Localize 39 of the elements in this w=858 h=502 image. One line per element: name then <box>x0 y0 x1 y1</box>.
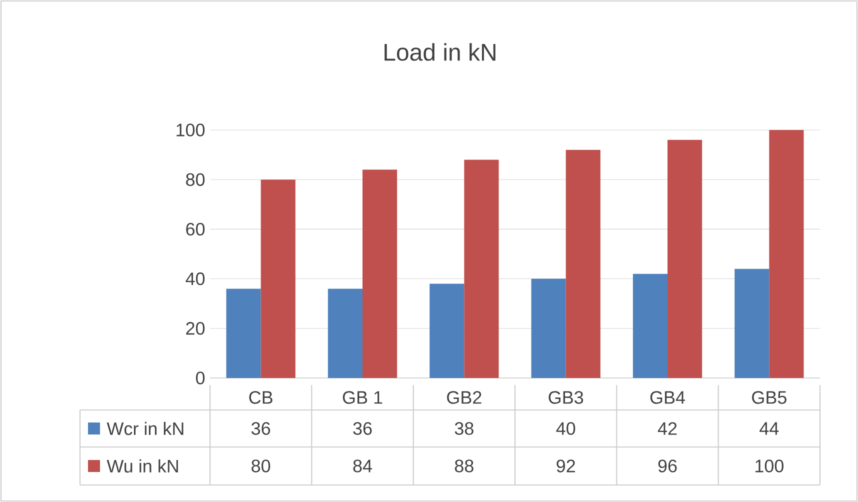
legend-label: Wcr in kN <box>106 422 184 436</box>
data-label: 88 <box>454 460 474 472</box>
bar <box>531 278 566 378</box>
data-label: 80 <box>252 460 270 472</box>
bar <box>362 170 398 378</box>
data-label: 40 <box>556 422 576 435</box>
data-label: 100 <box>756 460 784 472</box>
bar <box>566 150 600 378</box>
data-label: 96 <box>658 460 677 472</box>
bar <box>734 268 770 378</box>
bar <box>632 274 668 378</box>
data-label: 36 <box>252 422 270 435</box>
bar <box>226 288 261 378</box>
data-label: 84 <box>353 460 372 472</box>
y-tick-label: 80 <box>186 173 205 186</box>
bar <box>328 288 363 378</box>
x-tick-label: GB 1 <box>342 391 382 404</box>
data-label: 38 <box>454 422 474 435</box>
y-tick-label: 0 <box>196 372 205 384</box>
y-tick-label: 100 <box>176 124 205 136</box>
data-label: 42 <box>658 422 677 435</box>
data-label: 44 <box>760 422 779 435</box>
y-tick-label: 20 <box>186 322 205 335</box>
x-tick-label: CB <box>249 391 272 404</box>
bar <box>769 130 804 378</box>
bar <box>464 160 499 378</box>
legend-label: Wu in kN <box>106 459 178 473</box>
chart-title: Load in kN <box>384 43 496 61</box>
bar <box>667 140 702 378</box>
bar <box>260 180 296 378</box>
y-tick-label: 40 <box>186 272 205 286</box>
data-label: 36 <box>353 422 372 435</box>
y-tick-label: 60 <box>186 222 205 236</box>
data-label: 92 <box>556 460 575 472</box>
x-tick-label: GB5 <box>752 391 786 404</box>
x-tick-label: GB2 <box>447 391 482 404</box>
x-tick-label: GB4 <box>650 391 685 404</box>
bar <box>430 284 464 378</box>
x-tick-label: GB3 <box>548 391 584 404</box>
